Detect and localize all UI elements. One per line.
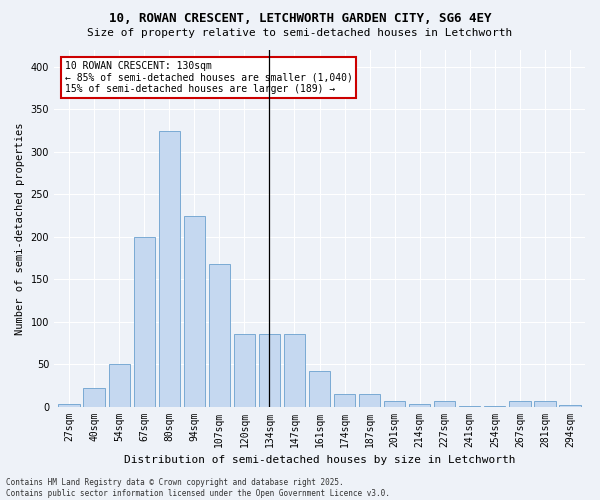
Bar xyxy=(58,404,80,406)
Text: 10, ROWAN CRESCENT, LETCHWORTH GARDEN CITY, SG6 4EY: 10, ROWAN CRESCENT, LETCHWORTH GARDEN CI… xyxy=(109,12,491,26)
Bar xyxy=(509,402,530,406)
Bar xyxy=(309,371,330,406)
Bar xyxy=(158,130,180,406)
X-axis label: Distribution of semi-detached houses by size in Letchworth: Distribution of semi-detached houses by … xyxy=(124,455,515,465)
Bar xyxy=(534,402,556,406)
Bar xyxy=(284,334,305,406)
Bar xyxy=(559,405,581,406)
Bar xyxy=(259,334,280,406)
Bar xyxy=(234,334,255,406)
Bar xyxy=(83,388,105,406)
Bar xyxy=(334,394,355,406)
Bar xyxy=(359,394,380,406)
Bar xyxy=(384,402,406,406)
Text: 10 ROWAN CRESCENT: 130sqm
← 85% of semi-detached houses are smaller (1,040)
15% : 10 ROWAN CRESCENT: 130sqm ← 85% of semi-… xyxy=(65,60,353,94)
Bar xyxy=(409,404,430,406)
Bar xyxy=(109,364,130,406)
Bar xyxy=(434,402,455,406)
Text: Contains HM Land Registry data © Crown copyright and database right 2025.
Contai: Contains HM Land Registry data © Crown c… xyxy=(6,478,390,498)
Bar xyxy=(209,264,230,406)
Bar xyxy=(184,216,205,406)
Y-axis label: Number of semi-detached properties: Number of semi-detached properties xyxy=(15,122,25,334)
Bar xyxy=(134,237,155,406)
Text: Size of property relative to semi-detached houses in Letchworth: Size of property relative to semi-detach… xyxy=(88,28,512,38)
